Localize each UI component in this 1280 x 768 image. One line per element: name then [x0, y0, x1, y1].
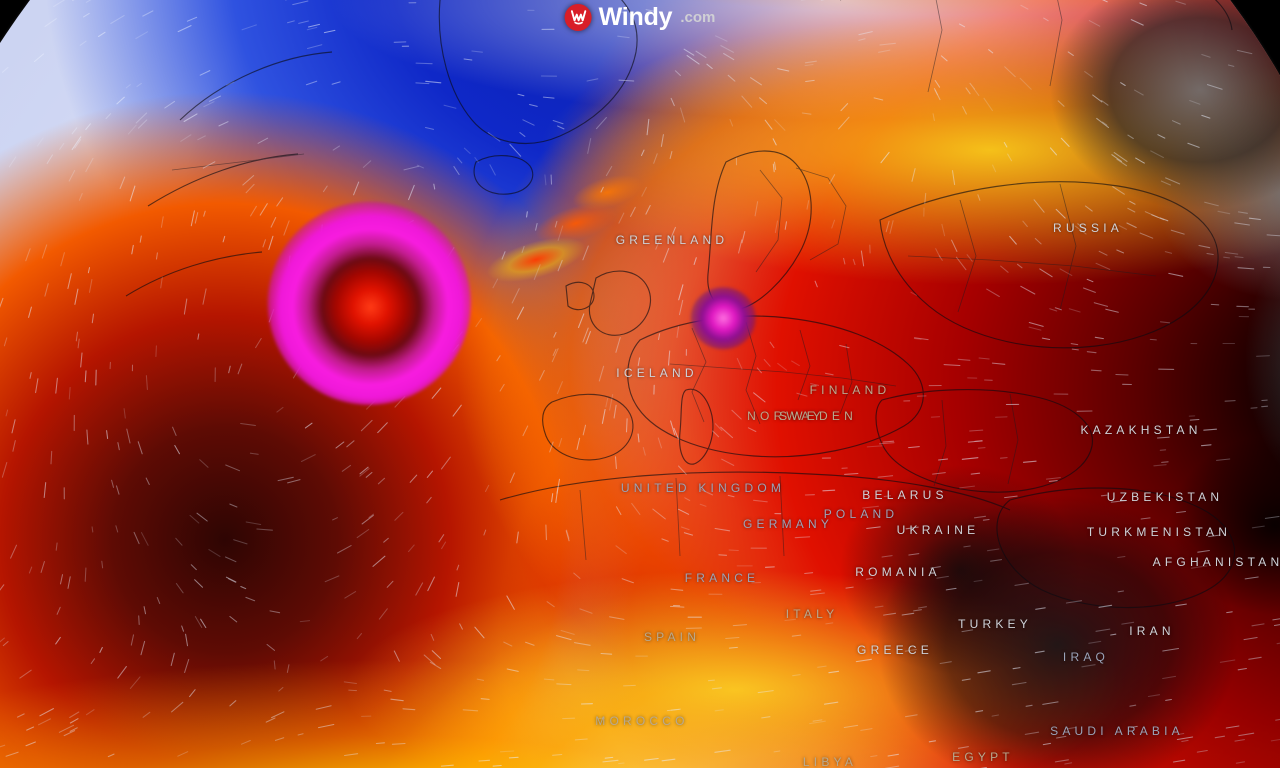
- windy-logo-icon: [564, 4, 592, 31]
- windy-logo[interactable]: Windy .com: [564, 3, 716, 31]
- windy-wordmark: Windy: [598, 3, 673, 31]
- norwegian-sea-vortex: [690, 287, 756, 349]
- windy-dotcom-suffix: .com: [680, 9, 716, 26]
